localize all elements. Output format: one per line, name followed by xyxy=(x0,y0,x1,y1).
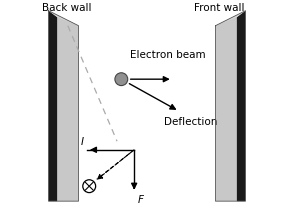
Text: Back wall: Back wall xyxy=(42,3,92,13)
Polygon shape xyxy=(216,11,245,201)
Polygon shape xyxy=(216,11,245,26)
Text: F: F xyxy=(137,195,143,205)
Polygon shape xyxy=(49,11,78,201)
Text: Electron beam: Electron beam xyxy=(130,50,206,60)
Polygon shape xyxy=(237,11,245,201)
Text: Deflection: Deflection xyxy=(164,117,218,127)
Polygon shape xyxy=(49,11,57,201)
Circle shape xyxy=(115,73,128,86)
Text: I: I xyxy=(81,137,84,147)
Text: Front wall: Front wall xyxy=(194,3,245,13)
Circle shape xyxy=(83,180,96,193)
Polygon shape xyxy=(49,11,78,26)
